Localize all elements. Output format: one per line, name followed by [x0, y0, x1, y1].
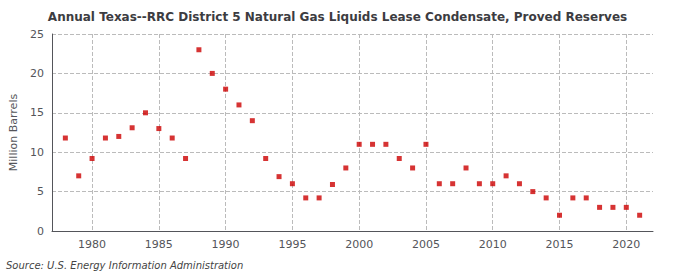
svg-text:1985: 1985 [145, 238, 173, 251]
svg-text:5: 5 [37, 185, 44, 198]
svg-text:25: 25 [30, 28, 44, 41]
svg-text:2005: 2005 [412, 238, 440, 251]
svg-text:Annual Texas--RRC District 5 N: Annual Texas--RRC District 5 Natural Gas… [48, 10, 627, 24]
svg-text:1990: 1990 [212, 238, 240, 251]
svg-text:Source: U.S. Energy Informatio: Source: U.S. Energy Information Administ… [6, 260, 243, 271]
svg-text:2010: 2010 [479, 238, 507, 251]
svg-text:1980: 1980 [78, 238, 106, 251]
svg-text:15: 15 [30, 106, 44, 119]
svg-text:20: 20 [30, 67, 44, 80]
svg-text:0: 0 [37, 225, 44, 238]
svg-text:2020: 2020 [612, 238, 640, 251]
svg-text:10: 10 [30, 146, 44, 159]
svg-text:1995: 1995 [278, 238, 306, 251]
svg-text:2000: 2000 [345, 238, 373, 251]
svg-text:Million Barrels: Million Barrels [7, 94, 20, 172]
svg-text:2015: 2015 [546, 238, 574, 251]
